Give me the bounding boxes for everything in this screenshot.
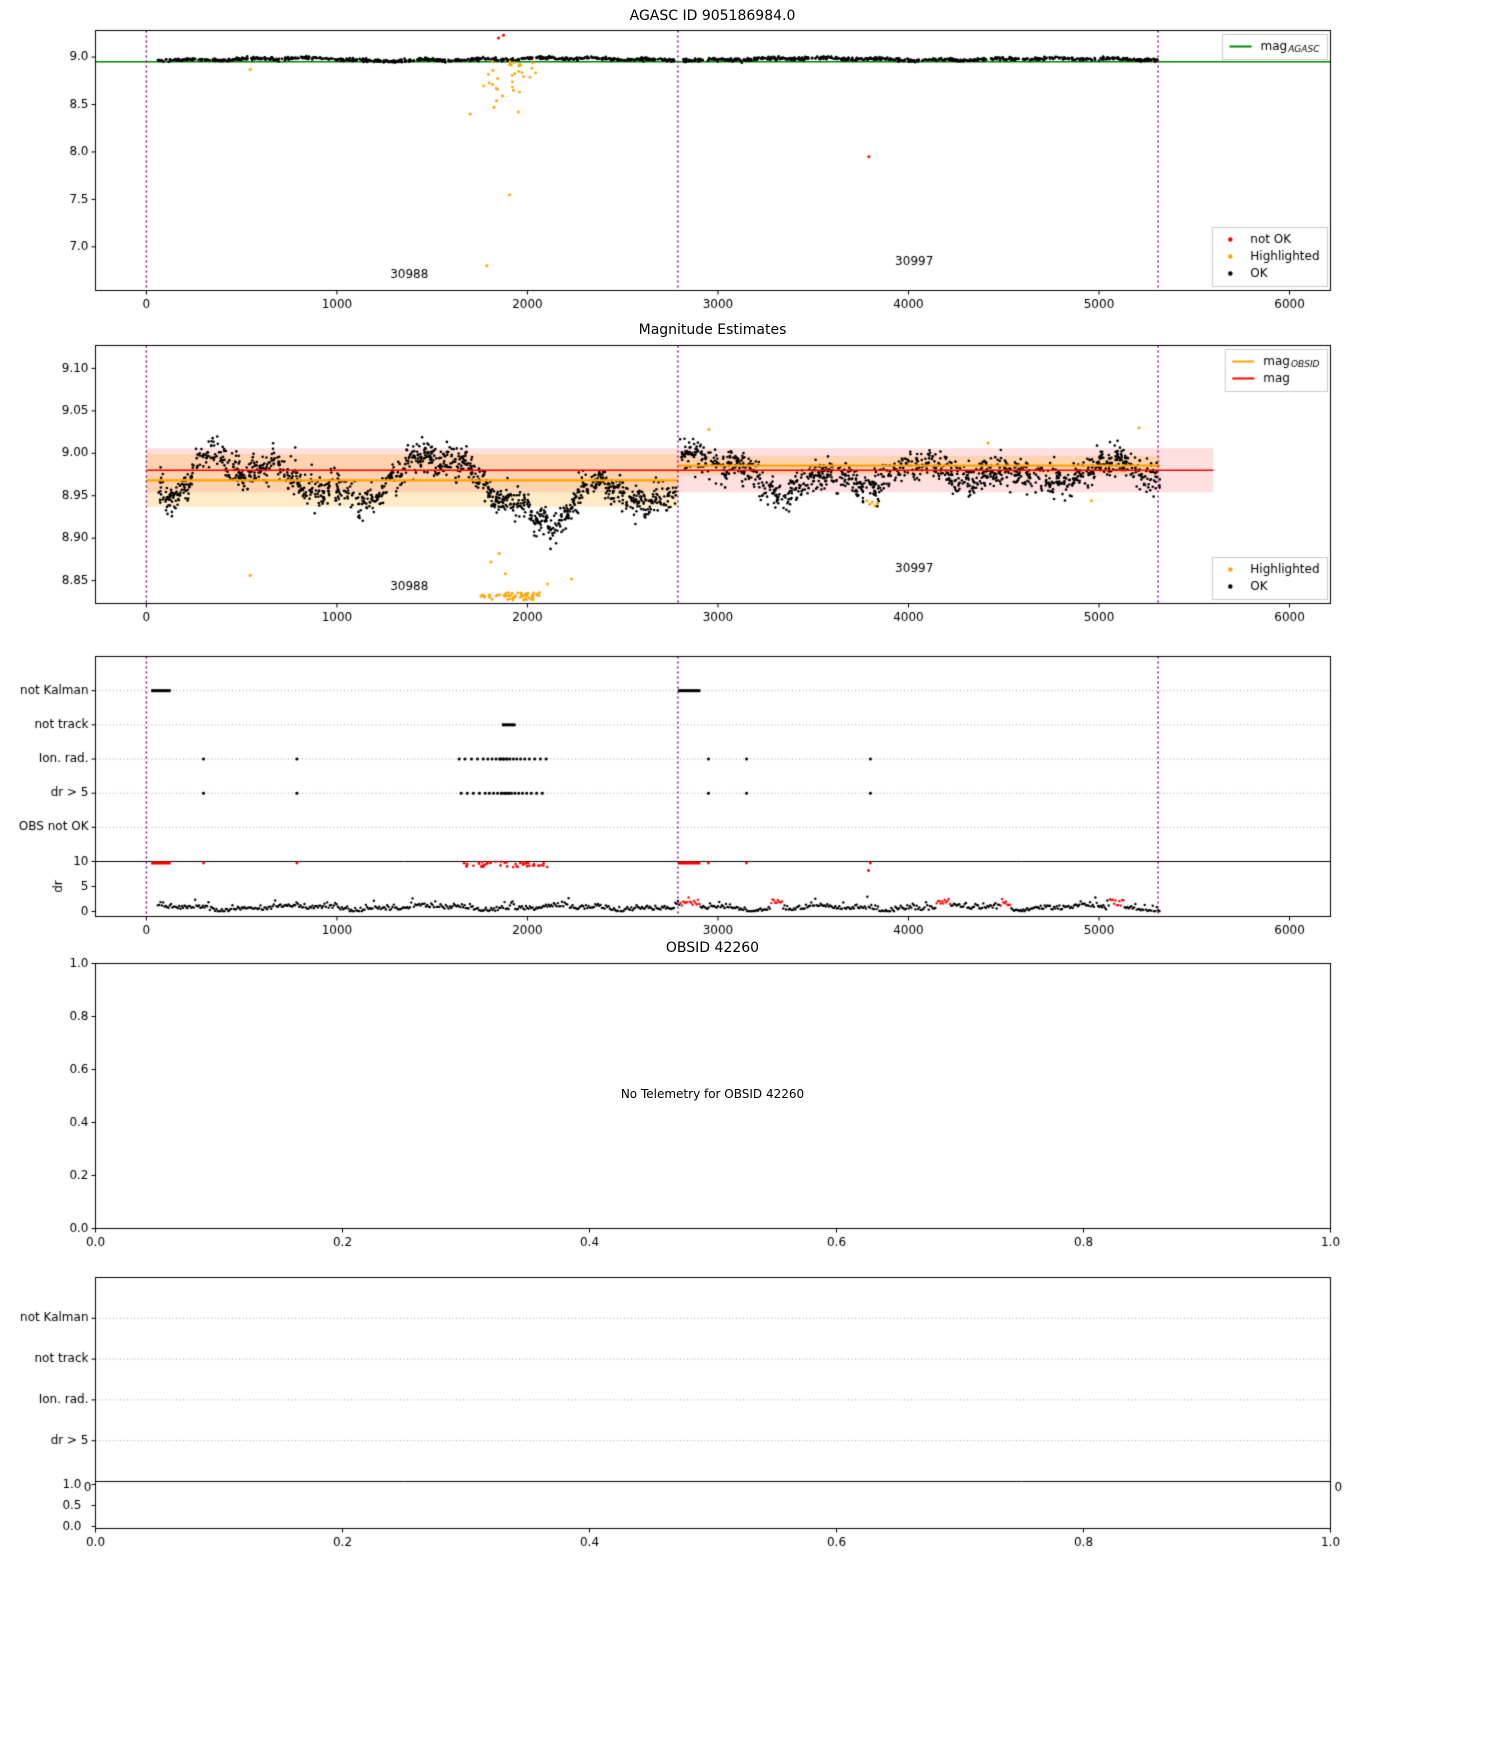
panel4-title: OBSID 42260 xyxy=(665,940,760,956)
panel2-title: Magnitude Estimates xyxy=(638,322,787,338)
no-telemetry-text: No Telemetry for OBSID 42260 xyxy=(620,1087,805,1101)
panel1-title: AGASC ID 905186984.0 xyxy=(629,8,796,24)
